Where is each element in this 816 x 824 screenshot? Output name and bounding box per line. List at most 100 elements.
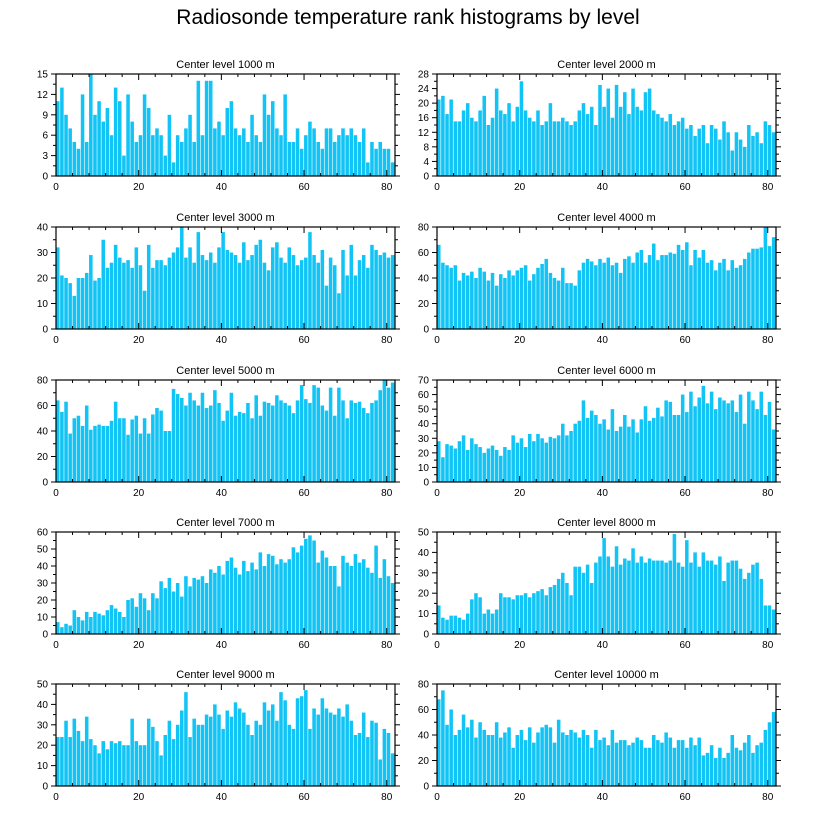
histogram-bar: [664, 121, 668, 176]
histogram-bar: [126, 745, 130, 786]
histogram-bar: [751, 564, 755, 634]
histogram-bar: [730, 560, 735, 634]
histogram-bar: [312, 708, 316, 786]
histogram-bar: [118, 418, 122, 482]
histogram-bar: [465, 275, 470, 329]
histogram-bar: [113, 401, 118, 482]
histogram-bar: [221, 728, 225, 786]
histogram-bar: [515, 106, 520, 176]
x-tick-label: 0: [434, 792, 440, 803]
x-tick-label: 0: [53, 488, 59, 499]
histogram-bar: [118, 741, 122, 786]
histogram-bar: [337, 387, 341, 482]
histogram-bar: [457, 617, 462, 634]
x-tick-label: 80: [381, 335, 393, 346]
histogram-bar: [208, 716, 213, 786]
histogram-bar: [283, 402, 287, 482]
histogram-bar: [635, 432, 639, 482]
histogram-bar: [217, 566, 221, 634]
histogram-bar: [295, 128, 300, 176]
y-tick-label: 24: [418, 84, 430, 95]
histogram-bar: [618, 426, 623, 482]
histogram-bar: [291, 728, 296, 786]
histogram-bar: [142, 94, 147, 176]
histogram-bar: [561, 732, 565, 786]
histogram-bar: [370, 572, 374, 634]
histogram-bar: [312, 255, 316, 329]
histogram-bar: [639, 419, 644, 482]
histogram-bar: [242, 413, 246, 482]
histogram-bar: [685, 540, 689, 634]
histogram-bar: [72, 610, 77, 634]
histogram-bar: [204, 80, 209, 176]
histogram-bar: [151, 135, 155, 176]
y-tick-label: 8: [423, 142, 429, 153]
histogram-bar: [478, 110, 482, 176]
histogram-bar: [610, 566, 615, 634]
histogram-bar: [192, 400, 196, 482]
histogram-bar: [192, 718, 196, 786]
histogram-bar: [118, 101, 122, 176]
histogram-bar: [105, 425, 110, 482]
histogram-bar: [474, 444, 478, 482]
histogram-bar: [299, 148, 304, 176]
x-tick-label: 80: [762, 488, 774, 499]
histogram-bar: [324, 708, 329, 786]
histogram-bar: [647, 255, 652, 329]
histogram-bar: [701, 125, 706, 176]
histogram-bar: [246, 142, 250, 176]
histogram-bar: [171, 591, 176, 634]
histogram-bar: [308, 728, 312, 786]
histogram-bar: [585, 417, 590, 482]
y-tick-label: 40: [37, 562, 49, 573]
histogram-bar: [349, 566, 354, 634]
histogram-bar: [80, 94, 85, 176]
y-tick-label: 10: [418, 609, 430, 620]
histogram-bar: [192, 262, 196, 329]
histogram-bar: [337, 586, 341, 634]
histogram-bar: [470, 599, 474, 634]
histogram-bar: [561, 423, 565, 482]
histogram-bar: [759, 391, 763, 482]
histogram-bar: [386, 732, 391, 786]
histogram-bar: [685, 128, 689, 176]
histogram-bar: [660, 742, 664, 786]
histogram-bar: [718, 139, 722, 176]
histogram-bar: [299, 696, 304, 786]
histogram-bar: [598, 740, 602, 786]
histogram-bar: [689, 265, 693, 329]
panel-9: Center level 9000 m 0 20 40 60 80 0 10 20 30 40 50: [37, 669, 400, 803]
histogram-bar: [320, 550, 325, 634]
histogram-bar: [697, 257, 701, 329]
histogram-bar: [167, 114, 172, 176]
histogram-bar: [453, 615, 458, 634]
histogram-bar: [171, 388, 176, 482]
y-tick-label: 0: [42, 325, 48, 336]
histogram-bar: [361, 255, 366, 329]
y-tick-label: 20: [37, 596, 49, 607]
histogram-bar: [585, 258, 590, 330]
histogram-bar: [668, 560, 673, 634]
histogram-bar: [734, 747, 739, 786]
histogram-bar: [465, 613, 470, 634]
x-tick-label: 40: [216, 182, 228, 193]
histogram-bar: [146, 610, 151, 634]
histogram-bar: [594, 125, 598, 176]
histogram-bar: [275, 564, 279, 634]
histogram-bar: [316, 562, 320, 634]
histogram-bar: [660, 255, 664, 329]
histogram-bar: [511, 435, 515, 482]
histogram-bar: [341, 249, 345, 329]
histogram-bar: [618, 740, 623, 786]
histogram-bar: [685, 412, 689, 482]
histogram-bar: [337, 293, 341, 329]
histogram-bar: [701, 249, 706, 329]
histogram-bar: [180, 596, 184, 634]
histogram-bar: [159, 410, 163, 482]
histogram-bar: [441, 617, 445, 634]
histogram-bar: [676, 414, 681, 482]
histogram-bar: [250, 114, 254, 176]
histogram-bar: [676, 562, 681, 634]
histogram-bar: [532, 121, 536, 176]
histogram-bar: [747, 252, 751, 329]
